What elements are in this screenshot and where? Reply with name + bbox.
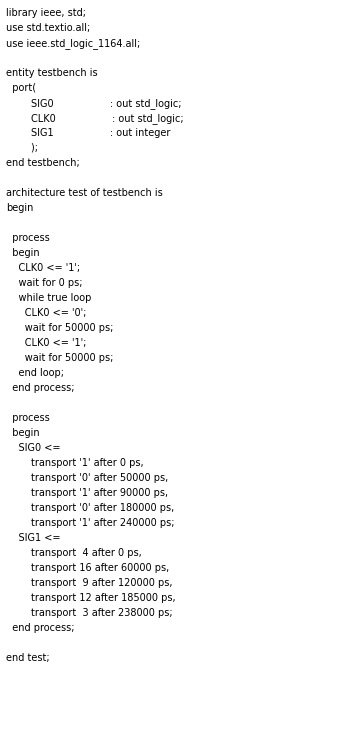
- Text: entity testbench is: entity testbench is: [6, 68, 98, 78]
- Text: begin: begin: [6, 248, 40, 258]
- Text: end loop;: end loop;: [6, 368, 64, 378]
- Text: transport '0' after 180000 ps,: transport '0' after 180000 ps,: [6, 503, 174, 513]
- Text: transport '0' after 50000 ps,: transport '0' after 50000 ps,: [6, 473, 168, 483]
- Text: transport '1' after 240000 ps;: transport '1' after 240000 ps;: [6, 518, 175, 528]
- Text: transport 12 after 185000 ps,: transport 12 after 185000 ps,: [6, 593, 176, 603]
- Text: process: process: [6, 413, 50, 423]
- Text: transport '1' after 0 ps,: transport '1' after 0 ps,: [6, 458, 144, 468]
- Text: transport  4 after 0 ps,: transport 4 after 0 ps,: [6, 548, 142, 558]
- Text: architecture test of testbench is: architecture test of testbench is: [6, 188, 163, 198]
- Text: transport 16 after 60000 ps,: transport 16 after 60000 ps,: [6, 563, 169, 573]
- Text: wait for 50000 ps;: wait for 50000 ps;: [6, 323, 113, 333]
- Text: library ieee, std;: library ieee, std;: [6, 8, 86, 18]
- Text: wait for 50000 ps;: wait for 50000 ps;: [6, 353, 113, 363]
- Text: end process;: end process;: [6, 383, 75, 393]
- Text: process: process: [6, 233, 50, 243]
- Text: CLK0 <= '1';: CLK0 <= '1';: [6, 338, 86, 348]
- Text: CLK0 <= '0';: CLK0 <= '0';: [6, 308, 86, 318]
- Text: begin: begin: [6, 428, 40, 438]
- Text: use ieee.std_logic_1164.all;: use ieee.std_logic_1164.all;: [6, 38, 140, 49]
- Text: while true loop: while true loop: [6, 293, 91, 303]
- Text: SIG1                  : out integer: SIG1 : out integer: [6, 128, 170, 138]
- Text: end testbench;: end testbench;: [6, 158, 80, 168]
- Text: transport '1' after 90000 ps,: transport '1' after 90000 ps,: [6, 488, 168, 498]
- Text: use std.textio.all;: use std.textio.all;: [6, 23, 90, 33]
- Text: CLK0 <= '1';: CLK0 <= '1';: [6, 263, 80, 273]
- Text: transport  9 after 120000 ps,: transport 9 after 120000 ps,: [6, 578, 173, 588]
- Text: );: );: [6, 143, 38, 153]
- Text: end test;: end test;: [6, 653, 50, 663]
- Text: wait for 0 ps;: wait for 0 ps;: [6, 278, 82, 288]
- Text: CLK0                  : out std_logic;: CLK0 : out std_logic;: [6, 113, 184, 124]
- Text: port(: port(: [6, 83, 36, 93]
- Text: SIG0 <=: SIG0 <=: [6, 443, 60, 453]
- Text: begin: begin: [6, 203, 33, 213]
- Text: transport  3 after 238000 ps;: transport 3 after 238000 ps;: [6, 608, 173, 618]
- Text: end process;: end process;: [6, 623, 75, 633]
- Text: SIG1 <=: SIG1 <=: [6, 533, 60, 543]
- Text: SIG0                  : out std_logic;: SIG0 : out std_logic;: [6, 98, 181, 109]
